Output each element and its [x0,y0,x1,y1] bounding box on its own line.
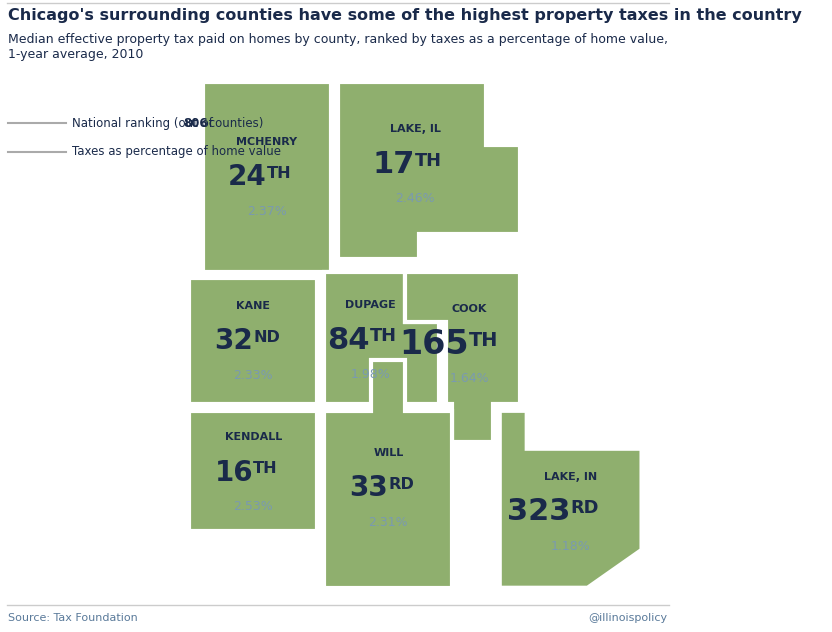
Text: 84: 84 [328,325,370,355]
Text: RD: RD [389,477,414,492]
Polygon shape [203,82,331,272]
Text: TH: TH [253,461,278,477]
Point [3,119,13,127]
Point [3,148,13,155]
Text: 2.31%: 2.31% [369,516,409,528]
Text: 165: 165 [399,328,469,361]
Text: TH: TH [469,331,498,350]
Text: 1.98%: 1.98% [350,368,390,380]
Text: Taxes as percentage of home value: Taxes as percentage of home value [72,145,281,158]
Text: Median effective property tax paid on homes by county, ranked by taxes as a perc: Median effective property tax paid on ho… [8,33,668,61]
Text: TH: TH [267,166,291,181]
Polygon shape [324,272,439,404]
Text: 2.53%: 2.53% [233,501,273,513]
Text: ND: ND [253,330,280,345]
Text: Chicago's surrounding counties have some of the highest property taxes in the co: Chicago's surrounding counties have some… [8,8,802,23]
Polygon shape [324,360,453,588]
Text: LAKE, IL: LAKE, IL [390,124,441,134]
Text: Source: Tax Foundation: Source: Tax Foundation [8,613,138,623]
Text: LAKE, IN: LAKE, IN [544,471,597,482]
Text: 2.37%: 2.37% [247,205,286,217]
Text: RD: RD [571,499,599,517]
Text: @illinoispolicy: @illinoispolicy [588,613,667,623]
Text: 17: 17 [373,150,415,179]
Polygon shape [405,272,520,442]
Text: WILL: WILL [374,447,404,458]
Polygon shape [338,82,520,259]
Text: National ranking (out of: National ranking (out of [72,117,217,130]
Text: 24: 24 [228,163,267,191]
Text: 16: 16 [215,459,253,487]
Text: 2.33%: 2.33% [234,369,273,382]
Polygon shape [189,411,317,531]
Polygon shape [500,411,641,588]
Text: 32: 32 [215,327,253,355]
Text: 806: 806 [183,117,208,130]
Text: MCHENRY: MCHENRY [236,137,297,147]
Point [61,119,71,127]
Text: KANE: KANE [236,301,270,311]
Text: 33: 33 [349,474,389,502]
Text: COOK: COOK [452,304,487,314]
Point [61,148,71,155]
Text: 323: 323 [508,497,571,526]
Text: TH: TH [370,327,397,345]
Text: counties): counties) [206,117,264,130]
Text: 1.18%: 1.18% [551,540,591,552]
Polygon shape [189,278,317,404]
Text: TH: TH [415,152,443,169]
Text: DUPAGE: DUPAGE [344,300,395,310]
Text: KENDALL: KENDALL [225,432,282,442]
Text: 1.64%: 1.64% [449,372,489,385]
Text: 2.46%: 2.46% [395,192,435,205]
